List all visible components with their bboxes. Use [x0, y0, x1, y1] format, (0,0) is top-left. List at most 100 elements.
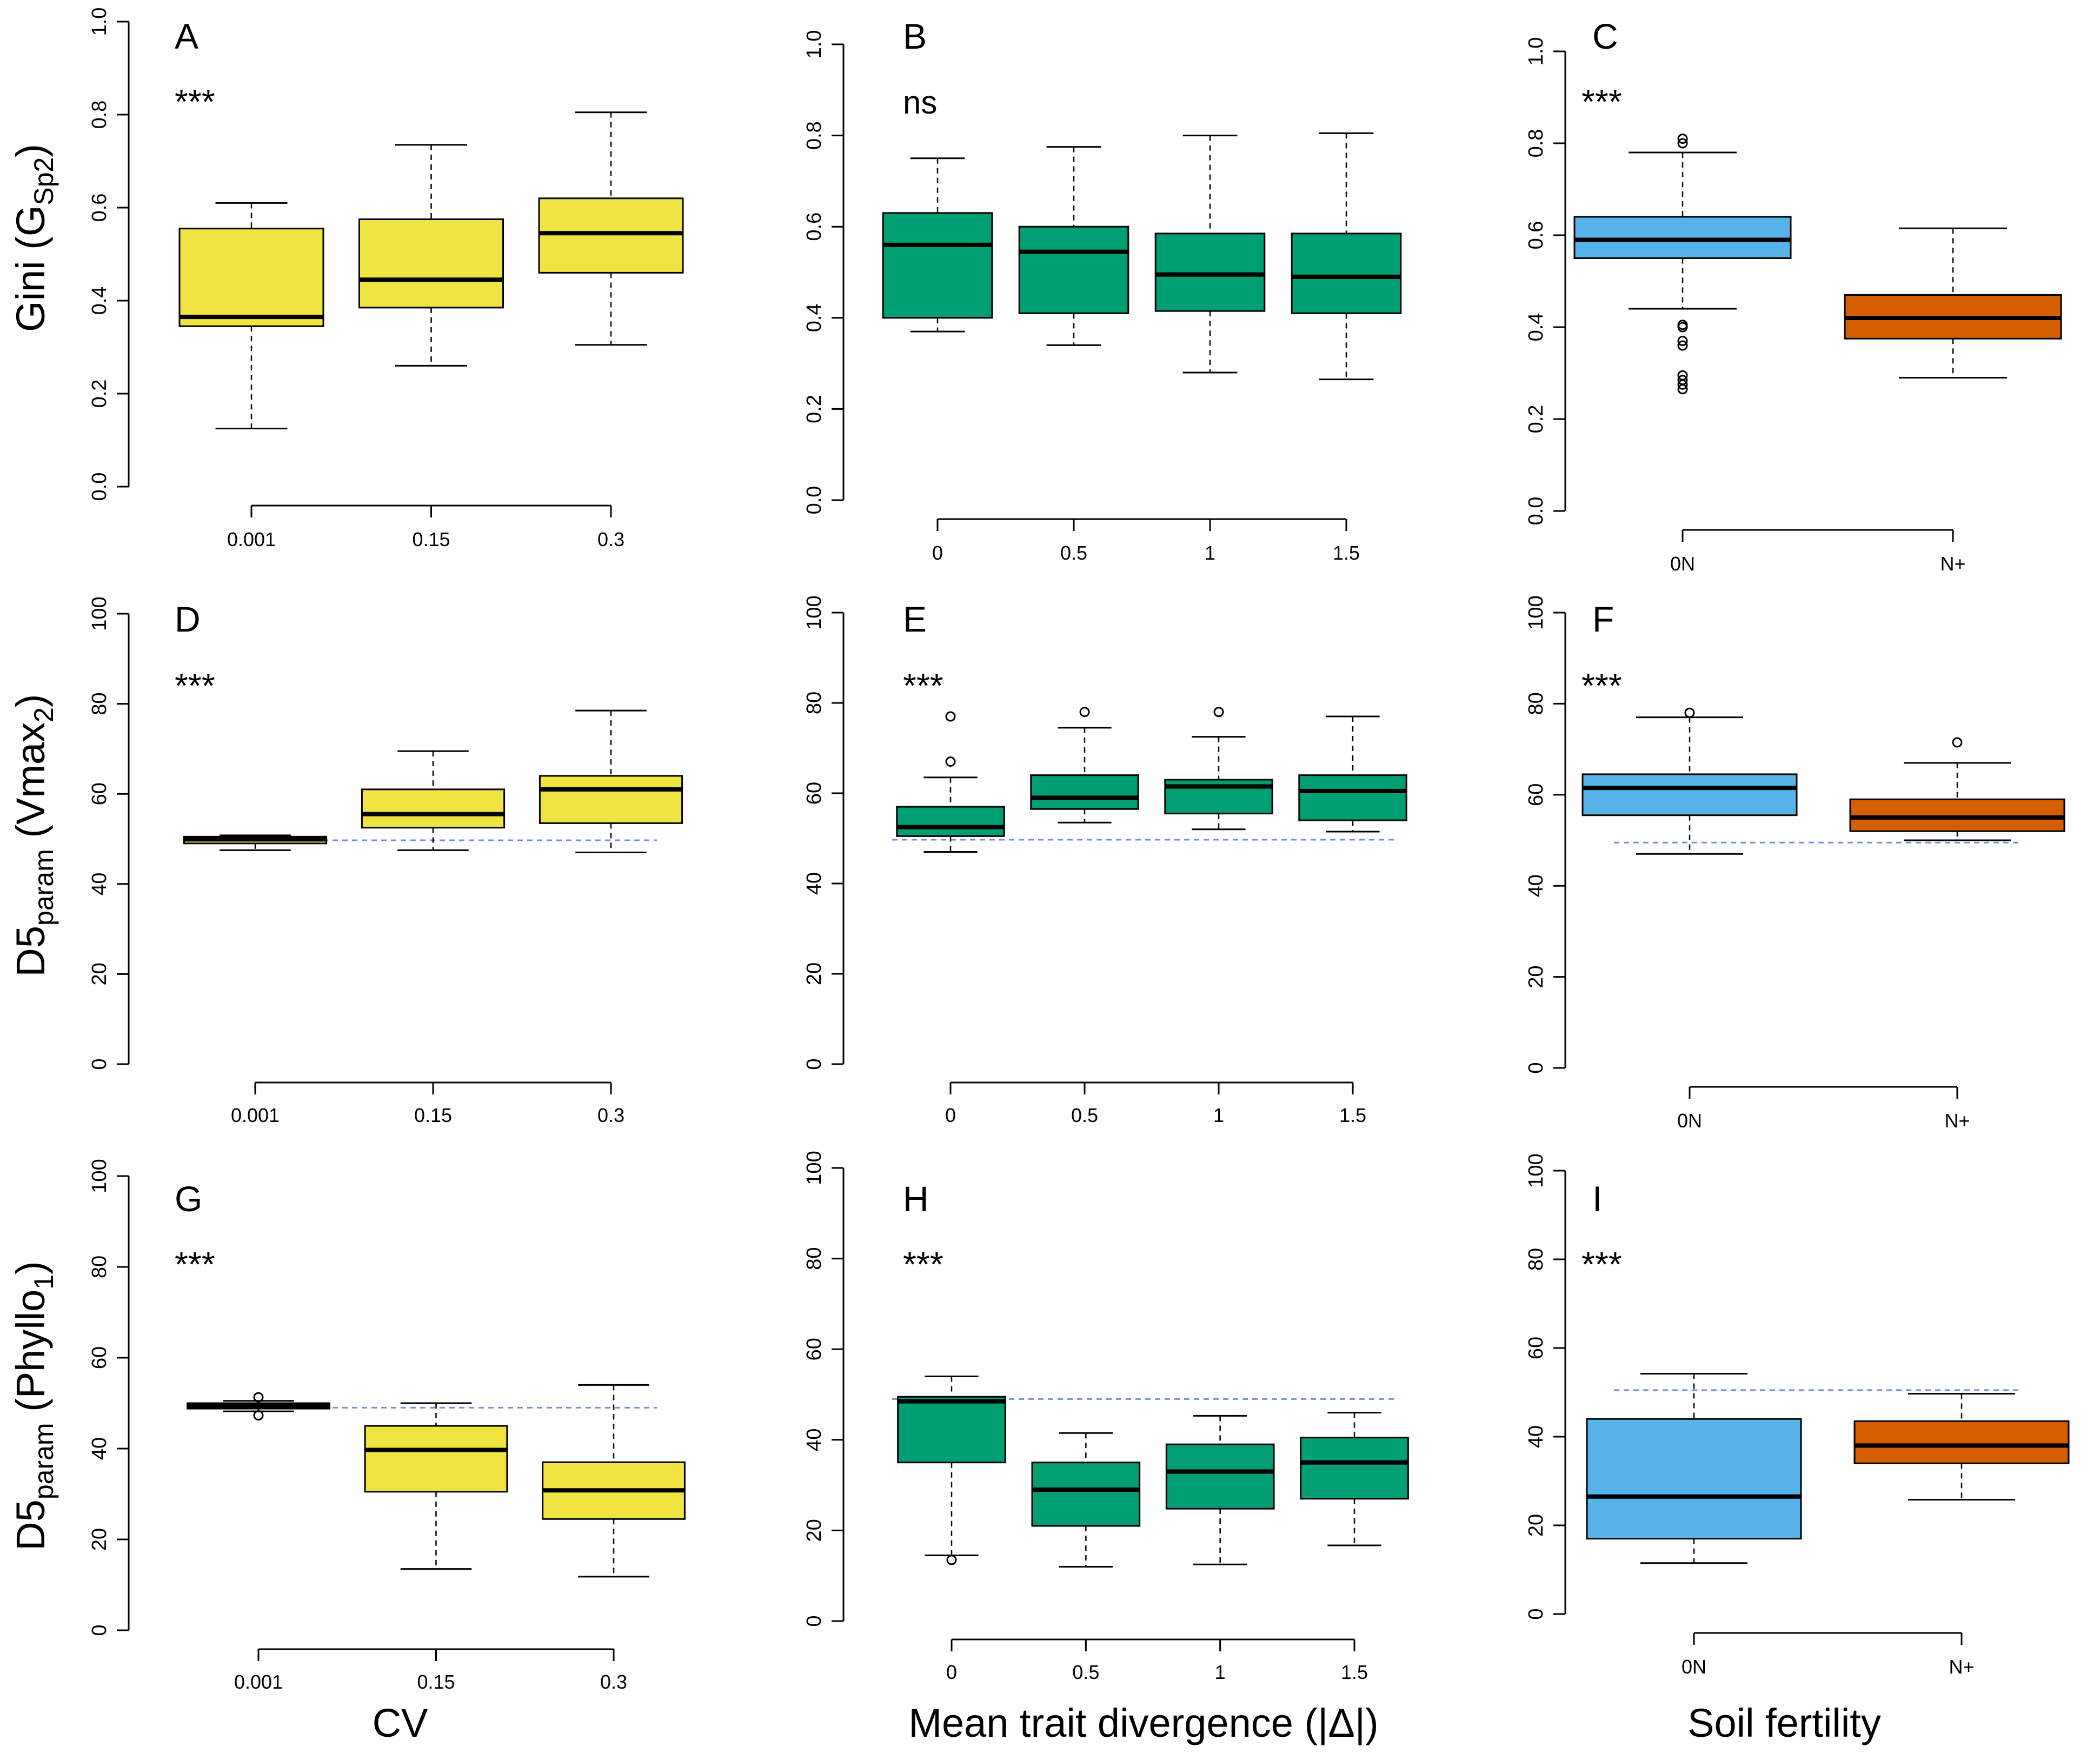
y-tick-label: 0.6: [88, 194, 111, 222]
outlier-point: [945, 756, 956, 767]
box-0.001: [178, 228, 324, 327]
outlier-point: [946, 1555, 957, 1565]
box-0: [896, 806, 1005, 837]
x-tick-label: 1: [1215, 1661, 1226, 1683]
y-tick-label: 60: [803, 782, 826, 805]
y-tick-label: 0.6: [803, 213, 826, 241]
outlier-point: [1677, 379, 1688, 390]
panel-letter: G: [175, 1179, 202, 1219]
y-tick-label: 40: [1525, 874, 1547, 897]
col-xlabel-cv: CV: [373, 1701, 428, 1745]
y-tick-label: 20: [803, 962, 826, 985]
y-tick-label: 100: [88, 596, 111, 630]
box-0.5: [1030, 774, 1139, 810]
x-tick-label: N+: [1940, 553, 1965, 575]
y-tick-label: 0: [88, 1058, 111, 1070]
significance-label: ***: [1581, 1245, 1622, 1284]
box-0N: [1586, 1418, 1802, 1540]
y-tick-label: 0.8: [803, 121, 826, 150]
x-tick-label: 0.001: [234, 1671, 283, 1693]
panel-b: 0.0 0.2 0.4 0.6 0.8 1.0 0 0.5 1 1.5 Bns: [803, 16, 1402, 564]
box-0.3: [538, 197, 684, 274]
row-ylabel-phyllo: D5param (Phyllo1): [8, 1261, 59, 1551]
y-tick-label: 60: [1525, 1337, 1547, 1359]
box-N+: [1849, 798, 2065, 832]
y-tick-label: 80: [803, 692, 826, 714]
significance-label: ***: [903, 666, 943, 705]
y-tick-label: 0.8: [1525, 129, 1547, 158]
row-ylabel-vmax: D5param (Vmax2): [8, 694, 59, 977]
panel-letter: F: [1592, 599, 1614, 639]
row-ylabel-gini: Gini (GSp2): [8, 144, 59, 332]
y-tick-label: 1.0: [88, 8, 111, 36]
box-0.15: [358, 218, 504, 309]
x-tick-label: 1.5: [1339, 1104, 1366, 1126]
box-0.15: [361, 788, 506, 829]
y-tick-label: 0.4: [1525, 313, 1547, 342]
significance-label: ***: [903, 1245, 943, 1284]
y-tick-label: 0.0: [88, 473, 111, 501]
y-tick-label: 40: [88, 1437, 111, 1460]
y-tick-label: 0.2: [1525, 405, 1547, 434]
box-1.5: [1291, 233, 1402, 314]
significance-label: ***: [1581, 666, 1622, 705]
panel-letter: I: [1592, 1179, 1602, 1219]
y-tick-label: 0: [1525, 1062, 1547, 1073]
y-tick-label: 0.0: [803, 486, 826, 515]
y-tick-label: 20: [88, 1528, 111, 1551]
panel-letter: D: [175, 599, 201, 639]
x-tick-label: 1: [1213, 1104, 1224, 1126]
box-1: [1154, 233, 1266, 312]
outlier-point: [1677, 322, 1688, 333]
x-tick-label: 0.5: [1072, 1661, 1099, 1683]
outlier-point: [1677, 138, 1688, 149]
panel-f: 0 20 40 60 80 100 0N N+ F ***: [1525, 595, 2065, 1132]
x-tick-label: 0.001: [231, 1104, 280, 1126]
y-tick-label: 0.4: [803, 303, 826, 332]
y-tick-label: 0.2: [88, 380, 111, 408]
x-tick-label: 0N: [1677, 1110, 1702, 1132]
box-0N: [1573, 216, 1792, 259]
y-tick-label: 0: [1525, 1608, 1547, 1619]
x-tick-label: 0: [932, 542, 943, 564]
box-0.15: [364, 1425, 508, 1493]
significance-label: ***: [175, 82, 215, 121]
y-tick-label: 80: [1525, 1248, 1547, 1271]
y-tick-label: 80: [803, 1247, 826, 1270]
y-tick-label: 0.8: [88, 101, 111, 129]
y-tick-label: 80: [88, 692, 111, 715]
significance-label: ***: [175, 666, 215, 705]
outlier-point: [253, 1392, 264, 1403]
outlier-point: [1677, 340, 1688, 351]
panel-i: 0 20 40 60 80 100 0N N+ I ***: [1525, 1153, 2070, 1678]
panel-g: 0 20 40 60 80 100 0.001 0.15 0.3 G ***: [88, 1159, 686, 1693]
outlier-point: [1213, 707, 1224, 718]
y-tick-label: 80: [1525, 692, 1547, 715]
y-tick-label: 0.4: [88, 287, 111, 315]
x-tick-label: 1: [1205, 542, 1215, 564]
y-tick-label: 20: [1525, 1514, 1547, 1537]
outlier-point: [1677, 134, 1688, 144]
col-xlabel-trait-divergence: Mean trait divergence (|Δ|): [908, 1701, 1378, 1745]
y-tick-label: 40: [88, 873, 111, 895]
x-tick-label: 0.15: [414, 1104, 452, 1126]
y-tick-label: 0.2: [803, 395, 826, 423]
y-tick-label: 20: [803, 1519, 826, 1542]
y-tick-label: 60: [88, 782, 111, 805]
y-tick-label: 100: [88, 1159, 111, 1193]
box-0.5: [1018, 225, 1129, 314]
x-tick-label: N+: [1949, 1656, 1974, 1678]
y-tick-label: 1.0: [1525, 37, 1547, 66]
box-0.5: [1031, 1462, 1141, 1527]
box-0: [882, 212, 993, 319]
y-tick-label: 40: [1525, 1425, 1547, 1448]
panel-letter: H: [903, 1179, 929, 1219]
y-tick-label: 60: [1525, 783, 1547, 806]
x-tick-label: 0: [945, 1104, 956, 1126]
y-tick-label: 0: [88, 1624, 111, 1636]
x-tick-label: 0.3: [597, 1104, 624, 1126]
col-xlabel-soil-fertility: Soil fertility: [1687, 1701, 1881, 1745]
box-1: [1165, 1443, 1275, 1510]
box-0: [897, 1396, 1006, 1464]
